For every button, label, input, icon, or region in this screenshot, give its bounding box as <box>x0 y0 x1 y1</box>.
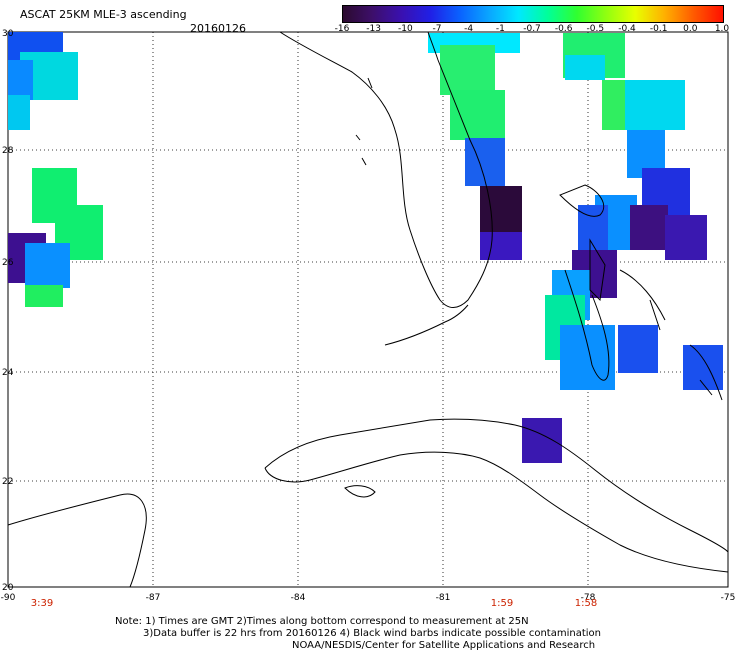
color-scale-label: -1 <box>495 24 505 34</box>
coastlines <box>7 31 729 588</box>
note-line-1: Note: 1) Times are GMT 2)Times along bot… <box>115 616 529 627</box>
map-frame <box>7 31 729 588</box>
lon-axis: -90 -87 -84 -81 -78 -75 <box>1 593 736 603</box>
lon-tick: -81 <box>436 593 451 603</box>
color-scale-label: -16 <box>334 24 350 34</box>
lat-tick: 30 <box>2 29 14 39</box>
color-scale-bar <box>342 5 724 23</box>
color-scale-label: -7 <box>432 24 442 34</box>
color-scale-label: 0.0 <box>683 24 698 34</box>
color-scale-label: -0.6 <box>554 24 573 34</box>
lon-tick: -75 <box>721 593 736 603</box>
lat-tick: 28 <box>2 146 14 156</box>
lat-axis: 30 28 26 24 22 20 <box>2 29 14 593</box>
map-title: ASCAT 25KM MLE-3 ascending <box>20 8 187 21</box>
color-scale-label: -0.5 <box>586 24 605 34</box>
pass-time: 3:39 <box>30 598 54 609</box>
color-scale-label: -0.7 <box>523 24 541 34</box>
color-scale-label: -4 <box>464 24 474 34</box>
note-line-2: 3)Data buffer is 22 hrs from 20160126 4)… <box>143 628 601 639</box>
note-line-3: NOAA/NESDIS/Center for Satellite Applica… <box>292 640 596 651</box>
color-scale-label: -0.1 <box>649 24 668 34</box>
lat-tick: 20 <box>2 583 14 593</box>
color-scale-label: -13 <box>366 24 382 34</box>
lat-tick: 24 <box>2 368 14 378</box>
lon-tick: -87 <box>146 593 161 603</box>
lon-tick: -90 <box>1 593 16 603</box>
pass-time: 1:59 <box>490 598 514 609</box>
wind-cells <box>8 32 723 463</box>
pass-time: 1:58 <box>574 598 598 609</box>
color-scale-label: -0.4 <box>618 24 636 34</box>
lat-tick: 26 <box>2 258 14 268</box>
lat-tick: 22 <box>2 477 13 487</box>
color-scale-label: -10 <box>397 24 413 34</box>
lon-tick: -84 <box>291 593 306 603</box>
lon-tick: -78 <box>581 593 596 603</box>
color-scale-label: 1.0 <box>714 24 730 34</box>
